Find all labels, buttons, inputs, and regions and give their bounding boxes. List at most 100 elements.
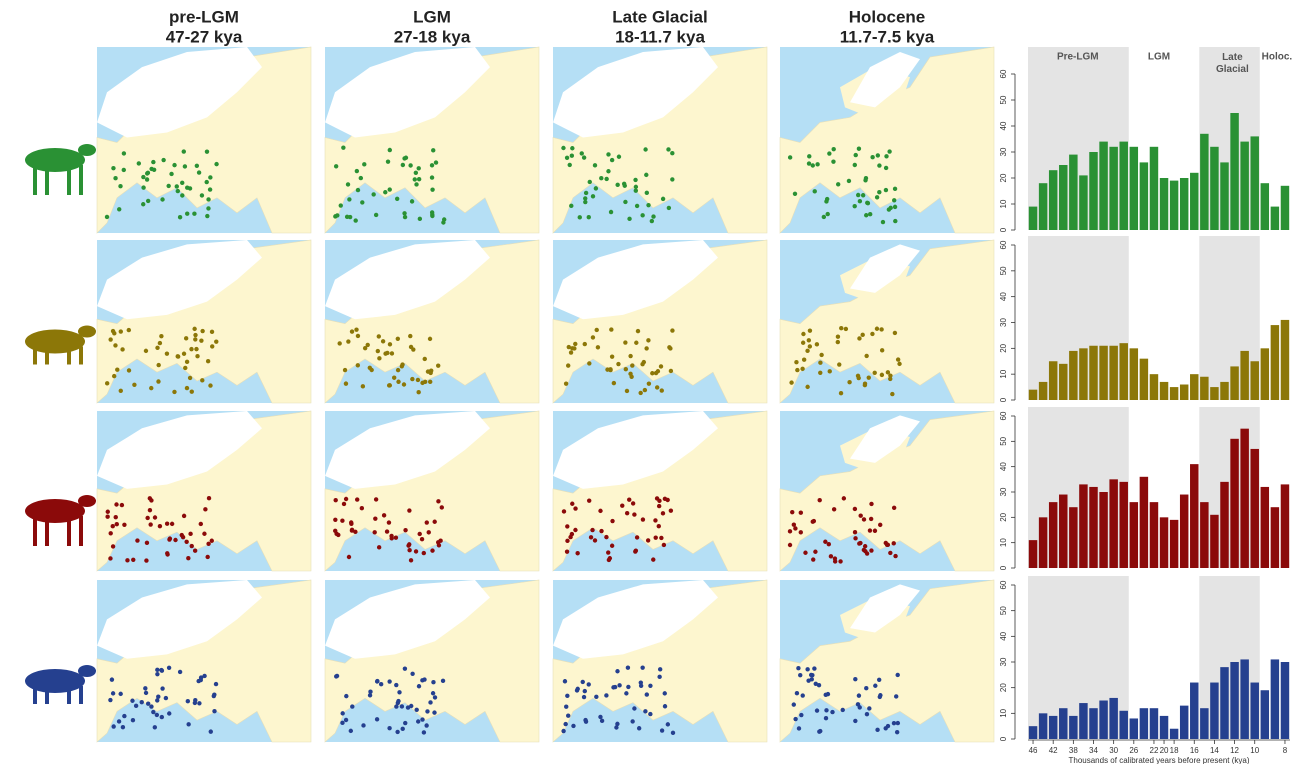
site-dot (623, 200, 627, 204)
animal-head (78, 665, 96, 677)
site-dot (164, 696, 168, 700)
site-dot (799, 530, 803, 534)
site-dot (113, 176, 117, 180)
site-dot (205, 214, 209, 218)
site-dot (111, 166, 115, 170)
site-dot (604, 693, 608, 697)
map (780, 47, 994, 233)
site-dot (149, 704, 153, 708)
y-tick-label: 20 (999, 343, 1008, 352)
bar (1271, 507, 1279, 568)
site-dot (838, 559, 842, 563)
site-dot (349, 729, 353, 733)
site-dot (609, 327, 613, 331)
site-dot (853, 204, 857, 208)
site-dot (109, 531, 113, 535)
site-dot (841, 708, 845, 712)
site-dot (801, 332, 805, 336)
x-tick-label: 16 (1190, 746, 1199, 755)
site-dot (595, 328, 599, 332)
site-dot (864, 686, 868, 690)
site-dot (854, 153, 858, 157)
bar (1160, 517, 1168, 568)
site-dot (805, 349, 809, 353)
site-dot (336, 533, 340, 537)
site-dot (122, 523, 126, 527)
map (553, 580, 767, 742)
site-dot (387, 726, 391, 730)
site-dot (563, 722, 567, 726)
site-dot (368, 690, 372, 694)
bar (1190, 173, 1198, 230)
site-dot (387, 679, 391, 683)
site-dot (394, 535, 398, 539)
site-dot (616, 362, 620, 366)
x-axis-title: Thousands of calibrated years before pre… (1069, 756, 1250, 764)
site-dot (836, 340, 840, 344)
site-dot (115, 522, 119, 526)
site-dot (149, 386, 153, 390)
site-dot (382, 513, 386, 517)
site-dot (397, 690, 401, 694)
bar (1119, 482, 1127, 568)
site-dot (414, 708, 418, 712)
x-tick-label: 10 (1250, 746, 1259, 755)
y-tick-label: 0 (999, 397, 1008, 402)
site-dot (200, 193, 204, 197)
site-dot (141, 185, 145, 189)
bar (1180, 178, 1188, 230)
bar (1039, 517, 1047, 568)
site-dot (861, 193, 865, 197)
site-dot (599, 529, 603, 533)
site-dot (350, 704, 354, 708)
bar (1230, 366, 1238, 400)
site-dot (858, 705, 862, 709)
site-dot (349, 522, 353, 526)
map (97, 411, 311, 571)
site-dot (812, 519, 816, 523)
site-dot (428, 380, 432, 384)
site-dot (617, 155, 621, 159)
site-dot (801, 693, 805, 697)
site-dot (815, 342, 819, 346)
site-dot (389, 534, 393, 538)
site-dot (799, 511, 803, 515)
site-dot (433, 520, 437, 524)
site-dot (387, 383, 391, 387)
site-dot (430, 210, 434, 214)
site-dot (615, 669, 619, 673)
site-dot (643, 388, 647, 392)
site-dot (624, 691, 628, 695)
site-dot (369, 368, 373, 372)
site-dot (635, 204, 639, 208)
x-tick-label: 26 (1129, 746, 1138, 755)
site-dot (822, 215, 826, 219)
site-dot (333, 518, 337, 522)
site-dot (155, 672, 159, 676)
site-dot (606, 550, 610, 554)
site-dot (403, 666, 407, 670)
site-dot (594, 186, 598, 190)
site-dot (565, 524, 569, 528)
site-dot (634, 188, 638, 192)
site-dot (406, 543, 410, 547)
site-dot (333, 529, 337, 533)
site-dot (127, 328, 131, 332)
animal-head (78, 144, 96, 156)
site-dot (344, 381, 348, 385)
site-dot (853, 163, 857, 167)
site-dot (360, 506, 364, 510)
site-dot (797, 726, 801, 730)
site-dot (374, 213, 378, 217)
bar (1079, 175, 1087, 230)
site-dot (573, 528, 577, 532)
site-dot (418, 532, 422, 536)
y-tick-label: 0 (999, 565, 1008, 570)
site-dot (192, 212, 196, 216)
site-dot (847, 179, 851, 183)
site-dot (130, 699, 134, 703)
bar (1261, 690, 1269, 739)
site-dot (599, 176, 603, 180)
site-dot (153, 515, 157, 519)
site-dot (344, 694, 348, 698)
